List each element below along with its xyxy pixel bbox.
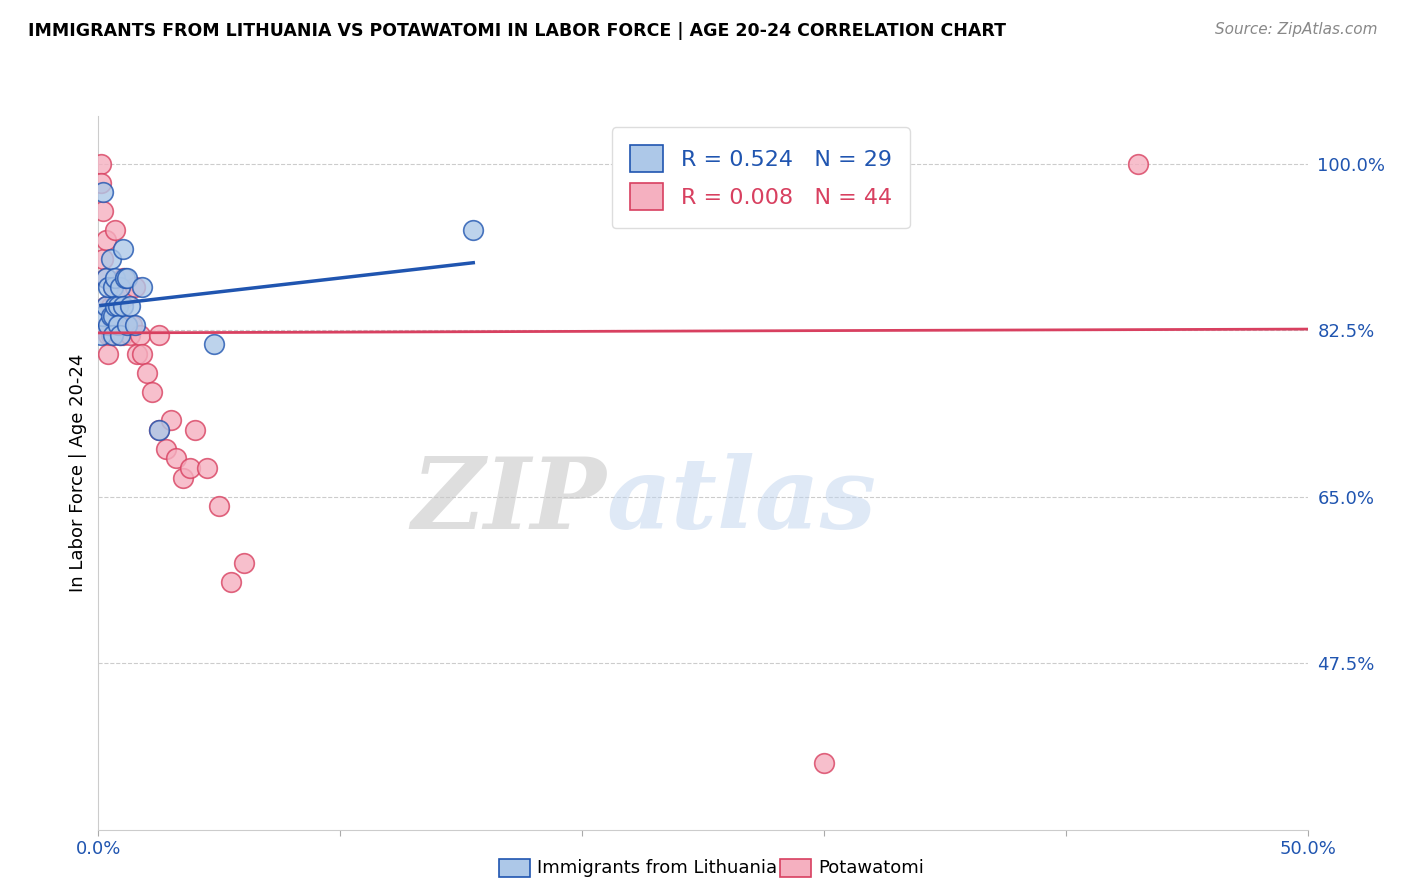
Text: atlas: atlas <box>606 453 876 549</box>
Point <box>204 337 226 351</box>
Text: IMMIGRANTS FROM LITHUANIA VS POTAWATOMI IN LABOR FORCE | AGE 20-24 CORRELATION C: IMMIGRANTS FROM LITHUANIA VS POTAWATOMI … <box>28 22 1007 40</box>
Point <box>101 280 124 294</box>
Point <box>91 185 114 199</box>
Point <box>117 270 139 285</box>
Point <box>104 299 127 313</box>
Point <box>124 318 146 333</box>
Point <box>100 299 122 313</box>
Point <box>100 309 122 323</box>
Point <box>124 280 146 294</box>
Text: Potawatomi: Potawatomi <box>818 859 924 877</box>
Point <box>148 327 170 342</box>
Point <box>108 327 131 342</box>
Point <box>100 327 122 342</box>
Point <box>104 270 127 285</box>
Point <box>90 176 112 190</box>
Point <box>90 156 112 170</box>
Y-axis label: In Labor Force | Age 20-24: In Labor Force | Age 20-24 <box>69 353 87 592</box>
Point <box>91 252 114 266</box>
Point <box>160 413 183 427</box>
Point <box>94 270 117 285</box>
Point <box>104 223 127 237</box>
Point <box>135 366 157 380</box>
Text: Immigrants from Lithuania: Immigrants from Lithuania <box>537 859 778 877</box>
Point <box>172 470 194 484</box>
Point <box>111 299 134 313</box>
Point <box>97 318 120 333</box>
Point <box>114 270 136 285</box>
Point <box>131 280 153 294</box>
Point <box>94 233 117 247</box>
Point <box>118 299 141 313</box>
Point <box>107 318 129 333</box>
Point <box>91 309 114 323</box>
Point <box>91 204 114 219</box>
Point <box>208 499 231 513</box>
Point <box>121 318 143 333</box>
Point <box>128 327 150 342</box>
Point <box>131 347 153 361</box>
Point <box>97 280 120 294</box>
Point <box>97 347 120 361</box>
Point <box>111 270 134 285</box>
Point <box>148 423 170 437</box>
Point <box>111 327 134 342</box>
Point <box>195 461 218 475</box>
Point <box>1128 156 1150 170</box>
Text: ZIP: ZIP <box>412 453 606 549</box>
Point <box>221 575 243 590</box>
Point <box>101 309 124 323</box>
Point <box>101 280 124 294</box>
Point <box>127 347 149 361</box>
Point <box>463 223 485 237</box>
Point <box>232 556 254 570</box>
Point <box>94 299 117 313</box>
Legend: R = 0.524   N = 29, R = 0.008   N = 44: R = 0.524 N = 29, R = 0.008 N = 44 <box>612 127 910 228</box>
Point <box>104 290 127 304</box>
Text: Source: ZipAtlas.com: Source: ZipAtlas.com <box>1215 22 1378 37</box>
Point <box>94 299 117 313</box>
Point <box>94 270 117 285</box>
Point <box>813 756 835 770</box>
Point <box>117 318 139 333</box>
Point <box>108 280 131 294</box>
Point <box>117 318 139 333</box>
Point <box>141 384 163 399</box>
Point <box>107 299 129 313</box>
Point <box>107 318 129 333</box>
Point <box>90 327 112 342</box>
Point <box>97 327 120 342</box>
Point <box>179 461 201 475</box>
Point <box>165 451 187 466</box>
Point <box>101 327 124 342</box>
Point <box>108 327 131 342</box>
Point <box>118 327 141 342</box>
Point <box>148 423 170 437</box>
Point <box>101 318 124 333</box>
Point <box>114 290 136 304</box>
Point <box>111 242 134 256</box>
Point <box>97 318 120 333</box>
Point <box>100 252 122 266</box>
Point <box>155 442 177 456</box>
Point <box>184 423 207 437</box>
